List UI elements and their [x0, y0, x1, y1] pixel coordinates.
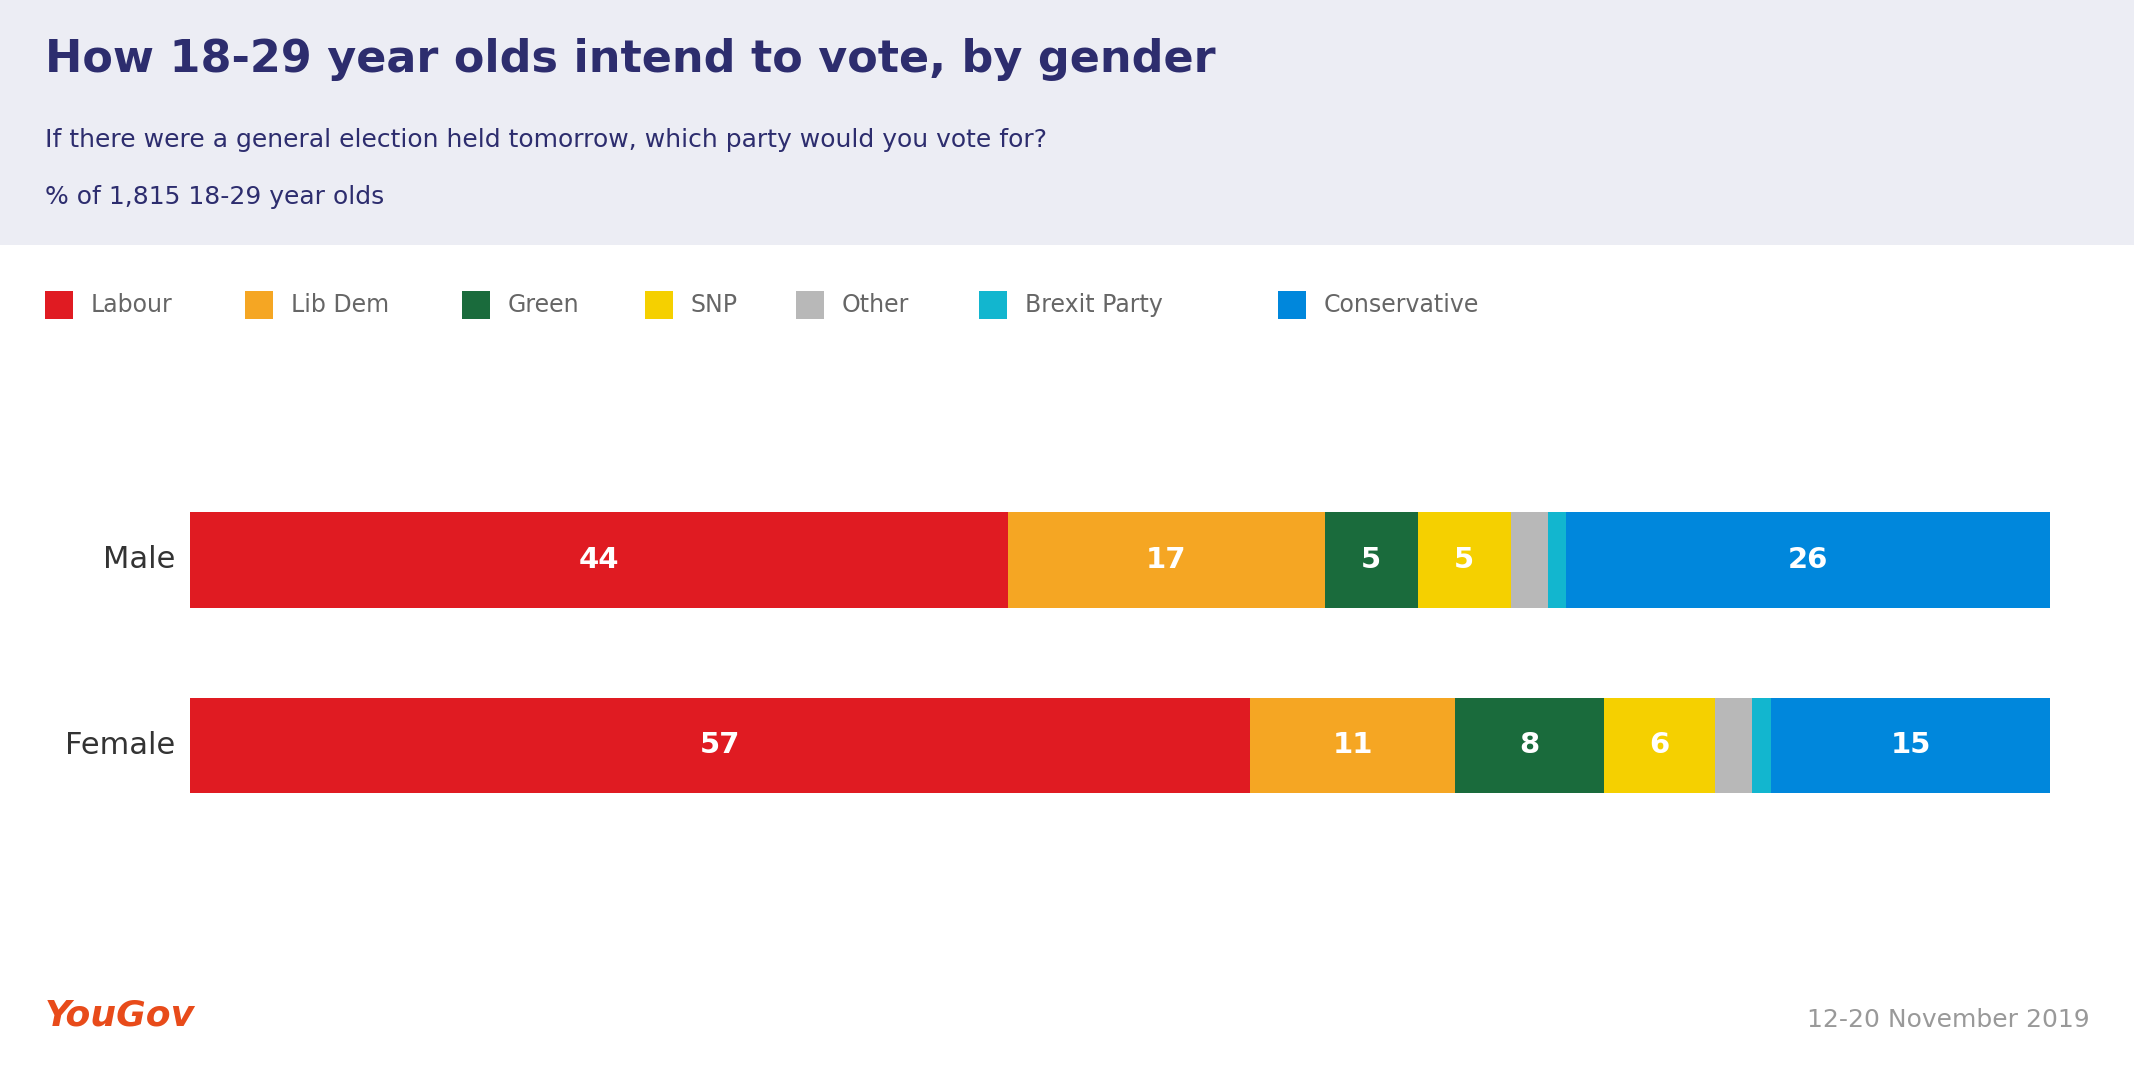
FancyBboxPatch shape [1455, 698, 1603, 793]
Text: Other: Other [841, 293, 909, 317]
Text: 5: 5 [1361, 546, 1381, 574]
FancyBboxPatch shape [1417, 512, 1511, 607]
FancyBboxPatch shape [245, 291, 273, 319]
FancyBboxPatch shape [45, 291, 73, 319]
FancyBboxPatch shape [190, 698, 1251, 793]
Text: 17: 17 [1146, 546, 1187, 574]
Text: % of 1,815 18-29 year olds: % of 1,815 18-29 year olds [45, 185, 384, 209]
FancyBboxPatch shape [1752, 698, 1771, 793]
FancyBboxPatch shape [1771, 698, 2051, 793]
FancyBboxPatch shape [980, 291, 1007, 319]
Text: YouGov: YouGov [45, 998, 194, 1032]
FancyBboxPatch shape [1251, 698, 1455, 793]
Text: 26: 26 [1788, 546, 1829, 574]
FancyBboxPatch shape [1716, 698, 1752, 793]
FancyBboxPatch shape [1547, 512, 1566, 607]
Text: Labour: Labour [92, 293, 173, 317]
Text: SNP: SNP [691, 293, 738, 317]
FancyBboxPatch shape [190, 512, 1009, 607]
Text: Lib Dem: Lib Dem [290, 293, 388, 317]
FancyBboxPatch shape [1278, 291, 1306, 319]
FancyBboxPatch shape [644, 291, 672, 319]
Text: Conservative: Conservative [1323, 293, 1479, 317]
Text: 11: 11 [1332, 731, 1372, 759]
FancyBboxPatch shape [1603, 698, 1716, 793]
Text: How 18-29 year olds intend to vote, by gender: How 18-29 year olds intend to vote, by g… [45, 38, 1216, 81]
Text: Female: Female [64, 731, 175, 760]
Text: Male: Male [102, 545, 175, 574]
Text: 5: 5 [1453, 546, 1475, 574]
FancyBboxPatch shape [1325, 512, 1417, 607]
Text: 8: 8 [1519, 731, 1539, 759]
FancyBboxPatch shape [0, 0, 2134, 245]
FancyBboxPatch shape [461, 291, 489, 319]
FancyBboxPatch shape [1009, 512, 1325, 607]
Text: 15: 15 [1891, 731, 1931, 759]
Text: 44: 44 [578, 546, 619, 574]
Text: 57: 57 [700, 731, 740, 759]
Text: 6: 6 [1650, 731, 1669, 759]
FancyBboxPatch shape [1511, 512, 1547, 607]
FancyBboxPatch shape [796, 291, 824, 319]
Text: 12-20 November 2019: 12-20 November 2019 [1807, 1008, 2089, 1032]
Text: Green: Green [508, 293, 578, 317]
FancyBboxPatch shape [1566, 512, 2051, 607]
Text: If there were a general election held tomorrow, which party would you vote for?: If there were a general election held to… [45, 128, 1048, 152]
Text: Brexit Party: Brexit Party [1024, 293, 1163, 317]
